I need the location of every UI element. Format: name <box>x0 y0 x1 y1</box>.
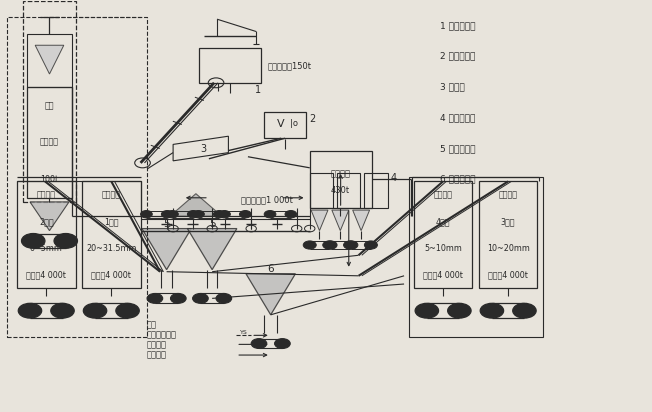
Circle shape <box>324 241 337 249</box>
Bar <box>199 48 261 83</box>
Text: 骨料成品: 骨料成品 <box>434 190 452 199</box>
Bar <box>414 181 473 288</box>
Text: 4号库: 4号库 <box>436 217 451 226</box>
Circle shape <box>171 293 186 303</box>
Text: 4: 4 <box>391 173 397 183</box>
Polygon shape <box>332 210 349 231</box>
Circle shape <box>192 293 208 303</box>
Text: 有效储量: 有效储量 <box>331 169 351 178</box>
Circle shape <box>18 303 42 318</box>
Bar <box>479 181 537 288</box>
Text: 压缩空气管道: 压缩空气管道 <box>147 331 177 340</box>
Text: 430t: 430t <box>331 186 350 195</box>
Circle shape <box>167 211 178 218</box>
Bar <box>82 181 141 288</box>
Circle shape <box>162 211 173 218</box>
Text: 骨料成品: 骨料成品 <box>102 190 121 199</box>
Circle shape <box>448 303 471 318</box>
Polygon shape <box>30 202 69 231</box>
Text: 3: 3 <box>201 143 207 154</box>
Text: 1号库: 1号库 <box>104 217 119 226</box>
Circle shape <box>141 211 153 218</box>
Bar <box>310 173 333 208</box>
Circle shape <box>285 211 297 218</box>
Polygon shape <box>35 45 64 74</box>
Circle shape <box>512 303 536 318</box>
Circle shape <box>251 339 267 349</box>
Circle shape <box>344 241 357 249</box>
Circle shape <box>480 303 503 318</box>
Circle shape <box>192 211 204 218</box>
Text: 骨料成品: 骨料成品 <box>499 190 518 199</box>
Text: 5~10mm: 5~10mm <box>424 243 462 253</box>
Polygon shape <box>142 229 191 269</box>
Text: 有效储量: 有效储量 <box>40 138 59 147</box>
Text: 4 反击破碎机: 4 反击破碎机 <box>440 113 475 122</box>
Text: 1: 1 <box>255 85 261 95</box>
Circle shape <box>213 211 225 218</box>
Text: 储量：4 000t: 储量：4 000t <box>91 270 131 279</box>
Text: 石粉: 石粉 <box>45 101 54 110</box>
Text: 20~31.5mm: 20~31.5mm <box>86 243 136 253</box>
Polygon shape <box>170 194 222 216</box>
Circle shape <box>22 234 45 248</box>
Polygon shape <box>246 274 295 315</box>
Text: 气流流向: 气流流向 <box>147 351 167 360</box>
Text: 2 颚式破碎机: 2 颚式破碎机 <box>440 52 475 61</box>
Circle shape <box>187 211 199 218</box>
Text: 5: 5 <box>163 219 170 229</box>
Polygon shape <box>311 210 328 231</box>
Text: 料斗储量：150t: 料斗储量：150t <box>267 61 312 70</box>
Text: 3号库: 3号库 <box>501 217 516 226</box>
Text: 6 二次筛分机: 6 二次筛分机 <box>440 175 475 184</box>
Text: 6: 6 <box>267 264 274 274</box>
Text: 100t: 100t <box>40 175 59 184</box>
Bar <box>364 173 388 208</box>
Bar <box>264 112 306 138</box>
Text: 2: 2 <box>310 114 316 124</box>
Text: 储量：4 000t: 储量：4 000t <box>488 270 528 279</box>
Circle shape <box>323 241 336 249</box>
Circle shape <box>83 303 107 318</box>
Text: 物料流向: 物料流向 <box>147 340 167 349</box>
Polygon shape <box>353 210 370 231</box>
Circle shape <box>345 241 358 249</box>
Circle shape <box>303 241 316 249</box>
Circle shape <box>364 241 378 249</box>
Circle shape <box>147 293 163 303</box>
Text: 3 除土筛: 3 除土筛 <box>440 82 465 91</box>
Bar <box>23 1 76 202</box>
Text: 10~20mm: 10~20mm <box>487 243 529 253</box>
Bar <box>310 150 372 208</box>
Circle shape <box>216 293 231 303</box>
Text: 1 棒条给料机: 1 棒条给料机 <box>440 21 475 30</box>
Text: 土堆储量：1 000t: 土堆储量：1 000t <box>241 195 293 204</box>
Bar <box>409 177 542 337</box>
Bar <box>7 17 147 337</box>
Text: 储量：4 000t: 储量：4 000t <box>423 270 463 279</box>
Text: 5 一次筛分机: 5 一次筛分机 <box>440 144 475 153</box>
Circle shape <box>218 211 230 218</box>
Bar <box>27 87 72 198</box>
Text: 2号库: 2号库 <box>39 217 53 226</box>
Text: 注：: 注： <box>147 321 157 330</box>
Text: |o: |o <box>289 119 298 128</box>
Bar <box>17 181 76 288</box>
Circle shape <box>51 303 74 318</box>
Text: 0~5mm: 0~5mm <box>30 243 63 253</box>
Text: 骨料成品: 骨料成品 <box>37 190 55 199</box>
Bar <box>337 173 361 208</box>
Circle shape <box>264 211 276 218</box>
Text: 储量：4 000t: 储量：4 000t <box>26 270 66 279</box>
Circle shape <box>116 303 140 318</box>
Circle shape <box>239 211 251 218</box>
Polygon shape <box>187 229 237 269</box>
Bar <box>27 33 72 87</box>
Text: YS: YS <box>240 330 248 335</box>
Circle shape <box>274 339 290 349</box>
Circle shape <box>415 303 439 318</box>
Text: V: V <box>277 119 285 129</box>
Circle shape <box>54 234 78 248</box>
Text: 5: 5 <box>209 219 215 229</box>
